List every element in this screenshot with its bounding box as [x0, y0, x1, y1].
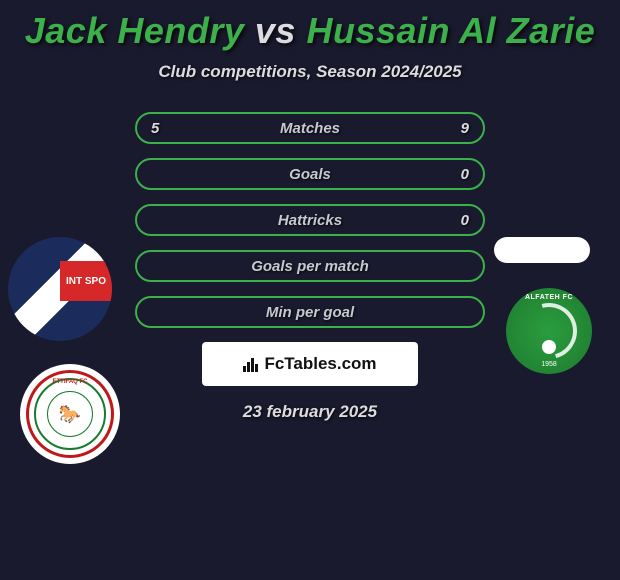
- watermark-text: FcTables.com: [264, 354, 376, 374]
- comparison-title: Jack Hendry vs Hussain Al Zarie: [0, 0, 620, 52]
- stat-label: Goals: [289, 166, 331, 183]
- subtitle: Club competitions, Season 2024/2025: [0, 62, 620, 82]
- player1-club-emblem: 🐎: [47, 391, 93, 437]
- player1-photo: INT SPO: [8, 237, 112, 341]
- stat-label: Goals per match: [251, 258, 369, 275]
- player2-photo-placeholder: [494, 237, 590, 263]
- player2-club-badge: ALFATEH FC 1958: [506, 288, 592, 374]
- player2-club-ball-icon: [542, 340, 556, 354]
- player1-name: Jack Hendry: [25, 10, 245, 51]
- stat-value-right: 0: [461, 212, 469, 229]
- stat-rows: 5 Matches 9 Goals 0 Hattricks 0 Goals pe…: [135, 112, 485, 328]
- watermark: FcTables.com: [202, 342, 418, 386]
- stat-row-goals: Goals 0: [135, 158, 485, 190]
- player2-name: Hussain Al Zarie: [306, 10, 595, 51]
- stat-label: Matches: [280, 120, 340, 137]
- stat-value-right: 9: [461, 120, 469, 137]
- player2-club-swoosh: [511, 293, 587, 369]
- stats-area: INT SPO ETTIFAQ FC 🐎 ALFATEH FC 1958 5 M…: [0, 112, 620, 422]
- stat-label: Min per goal: [266, 304, 354, 321]
- stat-row-hattricks: Hattricks 0: [135, 204, 485, 236]
- player1-club-badge: ETTIFAQ FC 🐎: [20, 364, 120, 464]
- stat-row-matches: 5 Matches 9: [135, 112, 485, 144]
- stat-row-min-per-goal: Min per goal: [135, 296, 485, 328]
- player2-club-name: ALFATEH FC: [525, 294, 573, 301]
- stat-label: Hattricks: [278, 212, 342, 229]
- player1-club-name: ETTIFAQ FC: [36, 379, 104, 385]
- vs-separator: vs: [255, 10, 296, 51]
- stat-value-left: 5: [151, 120, 159, 137]
- player2-club-year: 1958: [541, 361, 557, 368]
- player1-shirt-sponsor: INT SPO: [60, 261, 112, 301]
- stat-value-right: 0: [461, 166, 469, 183]
- bar-chart-icon: [243, 356, 258, 372]
- stat-row-goals-per-match: Goals per match: [135, 250, 485, 282]
